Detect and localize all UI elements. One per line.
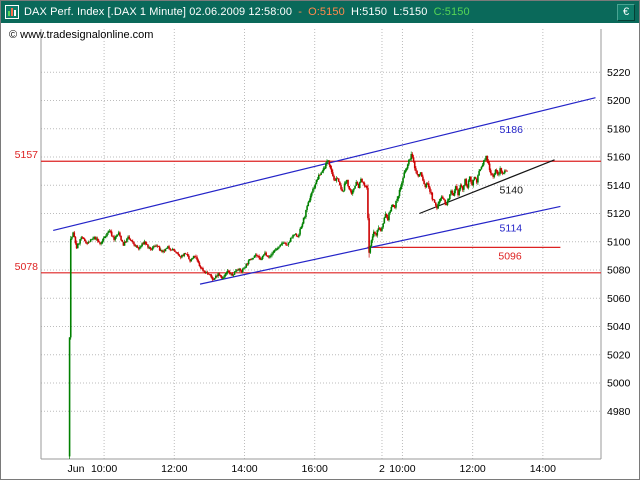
svg-text:5140: 5140 <box>607 180 631 192</box>
analysis-lines <box>41 97 601 285</box>
line-labels: 5157 5078 5096 5186 5114 5140 <box>15 124 523 273</box>
svg-text:5100: 5100 <box>607 236 631 248</box>
svg-text:5220: 5220 <box>607 67 631 79</box>
svg-text:4980: 4980 <box>607 406 631 418</box>
candles <box>68 151 508 459</box>
x-axis-labels: Jun 10:00 12:00 14:00 16:00 2 10:00 12:00 14:00 <box>68 463 557 475</box>
svg-text:5078: 5078 <box>15 261 39 273</box>
title-high: H:5150 <box>350 6 388 18</box>
gridlines <box>41 29 601 459</box>
svg-text:5186: 5186 <box>500 124 524 136</box>
svg-text:5114: 5114 <box>500 223 523 235</box>
svg-text:5040: 5040 <box>607 321 631 333</box>
svg-text:5200: 5200 <box>607 95 631 107</box>
watermark: © www.tradesignalonline.com <box>9 29 154 41</box>
chart-icon <box>5 5 19 19</box>
chart-area[interactable]: © www.tradesignalonline.com 5157 5078 5096… <box>1 23 640 480</box>
title-open: O:5150 <box>308 6 345 18</box>
svg-text:14:00: 14:00 <box>530 463 556 475</box>
title-close: C:5150 <box>433 6 470 18</box>
plot-border <box>40 29 602 460</box>
svg-text:5020: 5020 <box>607 349 631 361</box>
title-low: L:5150 <box>393 6 428 18</box>
svg-text:5180: 5180 <box>607 123 631 135</box>
price-chart[interactable]: 5157 5078 5096 5186 5114 5140 5220 5200 5180 5160… <box>1 23 640 480</box>
svg-text:10:00: 10:00 <box>389 463 415 475</box>
currency-button[interactable]: € <box>617 3 635 21</box>
svg-text:10:00: 10:00 <box>91 463 117 475</box>
svg-text:5096: 5096 <box>498 250 522 262</box>
svg-text:Jun: Jun <box>68 463 85 475</box>
svg-text:5080: 5080 <box>607 265 631 277</box>
svg-text:12:00: 12:00 <box>161 463 187 475</box>
svg-text:14:00: 14:00 <box>231 463 257 475</box>
svg-text:16:00: 16:00 <box>302 463 328 475</box>
svg-text:2: 2 <box>379 463 385 475</box>
title-bar: DAX Perf. Index [.DAX 1 Minute] 02.06.20… <box>1 1 639 23</box>
title-main: DAX Perf. Index [.DAX 1 Minute] 02.06.20… <box>24 6 293 18</box>
svg-text:5140: 5140 <box>500 185 524 197</box>
svg-text:5120: 5120 <box>607 208 631 220</box>
svg-text:12:00: 12:00 <box>460 463 486 475</box>
svg-text:5000: 5000 <box>607 378 631 390</box>
svg-text:5157: 5157 <box>15 149 39 161</box>
y-axis-labels: 5220 5200 5180 5160 5140 5120 5100 5080 5060 5040… <box>607 67 631 418</box>
svg-text:5160: 5160 <box>607 152 631 164</box>
window-title: DAX Perf. Index [.DAX 1 Minute] 02.06.20… <box>24 6 612 18</box>
svg-text:5060: 5060 <box>607 293 631 305</box>
title-dash: - <box>298 6 302 18</box>
